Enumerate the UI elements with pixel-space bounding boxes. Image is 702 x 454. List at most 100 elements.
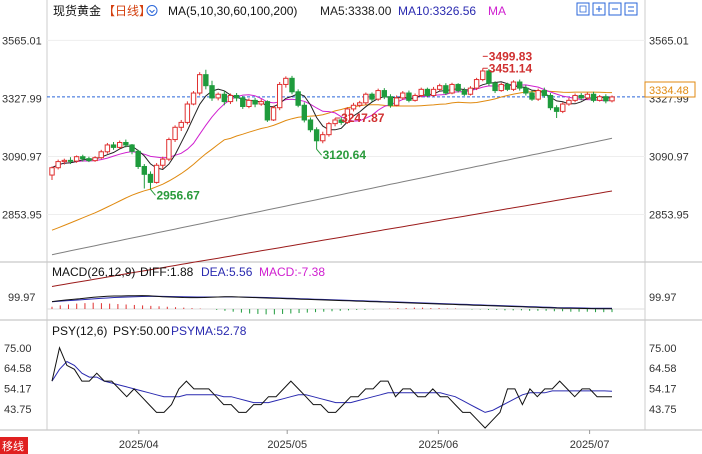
annotation-leader — [150, 189, 156, 196]
x-tick-label: 2025/05 — [267, 439, 307, 451]
candle-body — [498, 83, 504, 92]
candle-body — [516, 81, 523, 89]
y-tick-label-left: 3090.97 — [2, 151, 42, 163]
y-tick-label-right: 2853.95 — [649, 210, 689, 222]
candles — [49, 68, 615, 190]
current-price-box: 3334.48 — [644, 81, 696, 98]
candle-body — [584, 93, 591, 99]
candle-body — [350, 104, 357, 110]
candle-body — [110, 144, 117, 148]
candle-body — [344, 108, 351, 123]
candle-body — [473, 79, 480, 89]
settings-icon[interactable] — [146, 5, 158, 16]
candle-body — [209, 85, 215, 99]
candle-body — [301, 104, 308, 121]
candle-body — [147, 173, 154, 183]
candle-body — [424, 88, 431, 96]
psy-tick-left: 54.17 — [4, 384, 32, 396]
candle-body — [455, 83, 461, 92]
psy-tick-right: 64.58 — [649, 363, 677, 375]
candle-body — [436, 85, 443, 90]
candle-body — [67, 159, 74, 162]
candle-body — [320, 134, 326, 142]
candle-body — [492, 82, 498, 92]
candle-body — [80, 156, 86, 160]
candle-body — [461, 90, 468, 95]
bottom-tab-label: 移线 — [2, 439, 24, 453]
candle-body — [529, 92, 535, 100]
ma5-value: MA5:3338.00 — [320, 4, 392, 18]
x-tick-label: 2025/06 — [419, 439, 459, 451]
psy-tick-left: 64.58 — [4, 363, 32, 375]
candle-body — [86, 158, 92, 162]
candle-body — [449, 83, 455, 94]
candle-body — [166, 139, 172, 160]
candle-body — [566, 99, 572, 105]
candle-body — [486, 70, 492, 84]
expand-icon[interactable] — [576, 2, 590, 16]
candle-body — [129, 144, 135, 152]
candle-body — [313, 129, 320, 142]
candle-body — [523, 87, 529, 94]
macd-layer — [47, 295, 645, 315]
psy-tick-right: 75.00 — [649, 343, 677, 355]
y-tick-label-right: 3565.01 — [649, 35, 689, 47]
candle-body — [233, 94, 240, 99]
candle-body — [609, 96, 615, 102]
candle-body — [178, 121, 184, 128]
psy-layer — [51, 346, 613, 429]
candle-body — [258, 101, 264, 105]
candle-body — [375, 90, 381, 100]
candle-body — [203, 74, 209, 87]
annotation-label: 3499.83 — [489, 49, 533, 63]
psyma-line — [51, 360, 613, 413]
grid-lines — [47, 39, 645, 216]
candle-body — [504, 83, 511, 90]
candle-body — [510, 81, 517, 90]
annotation-label: 3247.87 — [341, 111, 385, 125]
psy-name: PSY(12,6) — [52, 324, 107, 338]
candle-body — [49, 167, 55, 176]
candle-body — [252, 99, 258, 105]
candle-body — [547, 94, 554, 109]
candle-body — [92, 157, 98, 162]
candle-body — [295, 91, 301, 106]
psy-tick-right: 43.75 — [649, 404, 677, 416]
ma-indicator-label[interactable]: MA(5,10,30,60,100,200) — [168, 4, 297, 18]
zoom-in-icon[interactable] — [592, 2, 606, 16]
more-icon[interactable] — [624, 2, 638, 16]
macd-tick-left: 99.97 — [8, 292, 36, 304]
candle-body — [270, 107, 277, 121]
x-tick-label: 2025/04 — [119, 439, 159, 451]
candle-body — [289, 77, 295, 93]
psy-tick-right: 54.17 — [649, 384, 677, 396]
candle-body — [123, 141, 129, 146]
candle-body — [480, 70, 486, 81]
candle-body — [73, 156, 80, 162]
candle-body — [283, 77, 289, 85]
chart-title: 现货黄金 — [53, 3, 101, 18]
candle-body — [215, 93, 221, 99]
candle-body — [356, 102, 363, 106]
zoom-out-icon[interactable] — [608, 2, 622, 16]
candle-body — [363, 93, 369, 104]
annotation-label: 3120.64 — [323, 148, 367, 162]
candle-body — [332, 119, 338, 125]
macd-diff: DIFF:1.88 — [140, 265, 194, 279]
candle-body — [116, 141, 123, 148]
candle-body — [406, 92, 412, 101]
candle-body — [184, 103, 191, 123]
candle-body — [276, 83, 283, 109]
candle-body — [326, 123, 332, 136]
macd-tick-right: 99.97 — [649, 292, 677, 304]
candle-body — [153, 164, 160, 183]
y-tick-label-right: 3090.97 — [649, 151, 689, 163]
candle-body — [467, 87, 474, 95]
bottom-tab[interactable]: 移线 — [0, 437, 28, 454]
candle-body — [98, 151, 104, 159]
period-label[interactable]: 【日线】 — [103, 4, 151, 18]
candle-body — [227, 94, 234, 103]
